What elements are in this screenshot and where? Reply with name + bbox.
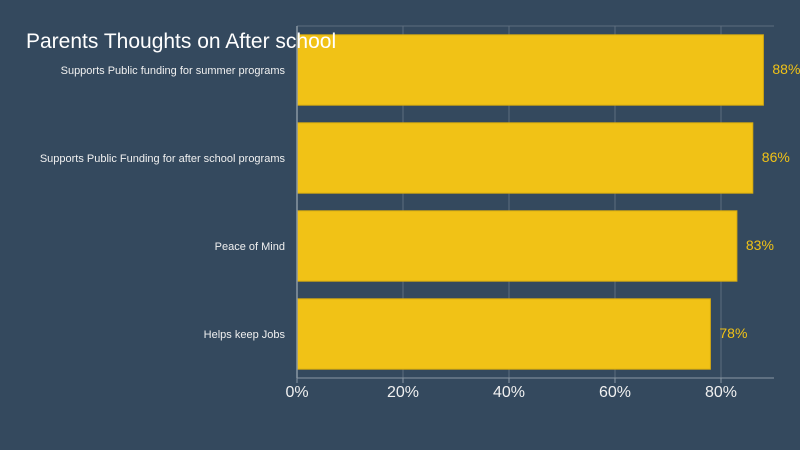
category-label-3: Helps keep Jobs bbox=[204, 329, 286, 341]
x-tick-label-0: 0% bbox=[285, 384, 308, 401]
axes: 0% 20% 40% 60% 80% bbox=[285, 26, 774, 401]
category-label-0: Supports Public funding for summer progr… bbox=[61, 65, 286, 77]
bar-0 bbox=[296, 34, 764, 106]
x-tick-label-2: 40% bbox=[493, 384, 525, 401]
category-label-1: Supports Public Funding for after school… bbox=[40, 153, 286, 165]
bar-3 bbox=[296, 298, 711, 370]
x-tick-label-4: 80% bbox=[705, 384, 737, 401]
value-label-0: 88% bbox=[772, 61, 800, 77]
value-label-1: 86% bbox=[762, 149, 790, 165]
bar-1 bbox=[296, 122, 754, 194]
value-label-2: 83% bbox=[746, 237, 774, 253]
x-tick-label-1: 20% bbox=[387, 384, 419, 401]
value-label-3: 78% bbox=[719, 325, 747, 341]
bar-2 bbox=[296, 210, 738, 282]
x-tick-label-3: 60% bbox=[599, 384, 631, 401]
category-label-2: Peace of Mind bbox=[215, 241, 285, 253]
bars bbox=[296, 34, 764, 370]
labels: Supports Public funding for summer progr… bbox=[40, 61, 800, 341]
chart-title: Parents Thoughts on After school bbox=[26, 30, 336, 53]
